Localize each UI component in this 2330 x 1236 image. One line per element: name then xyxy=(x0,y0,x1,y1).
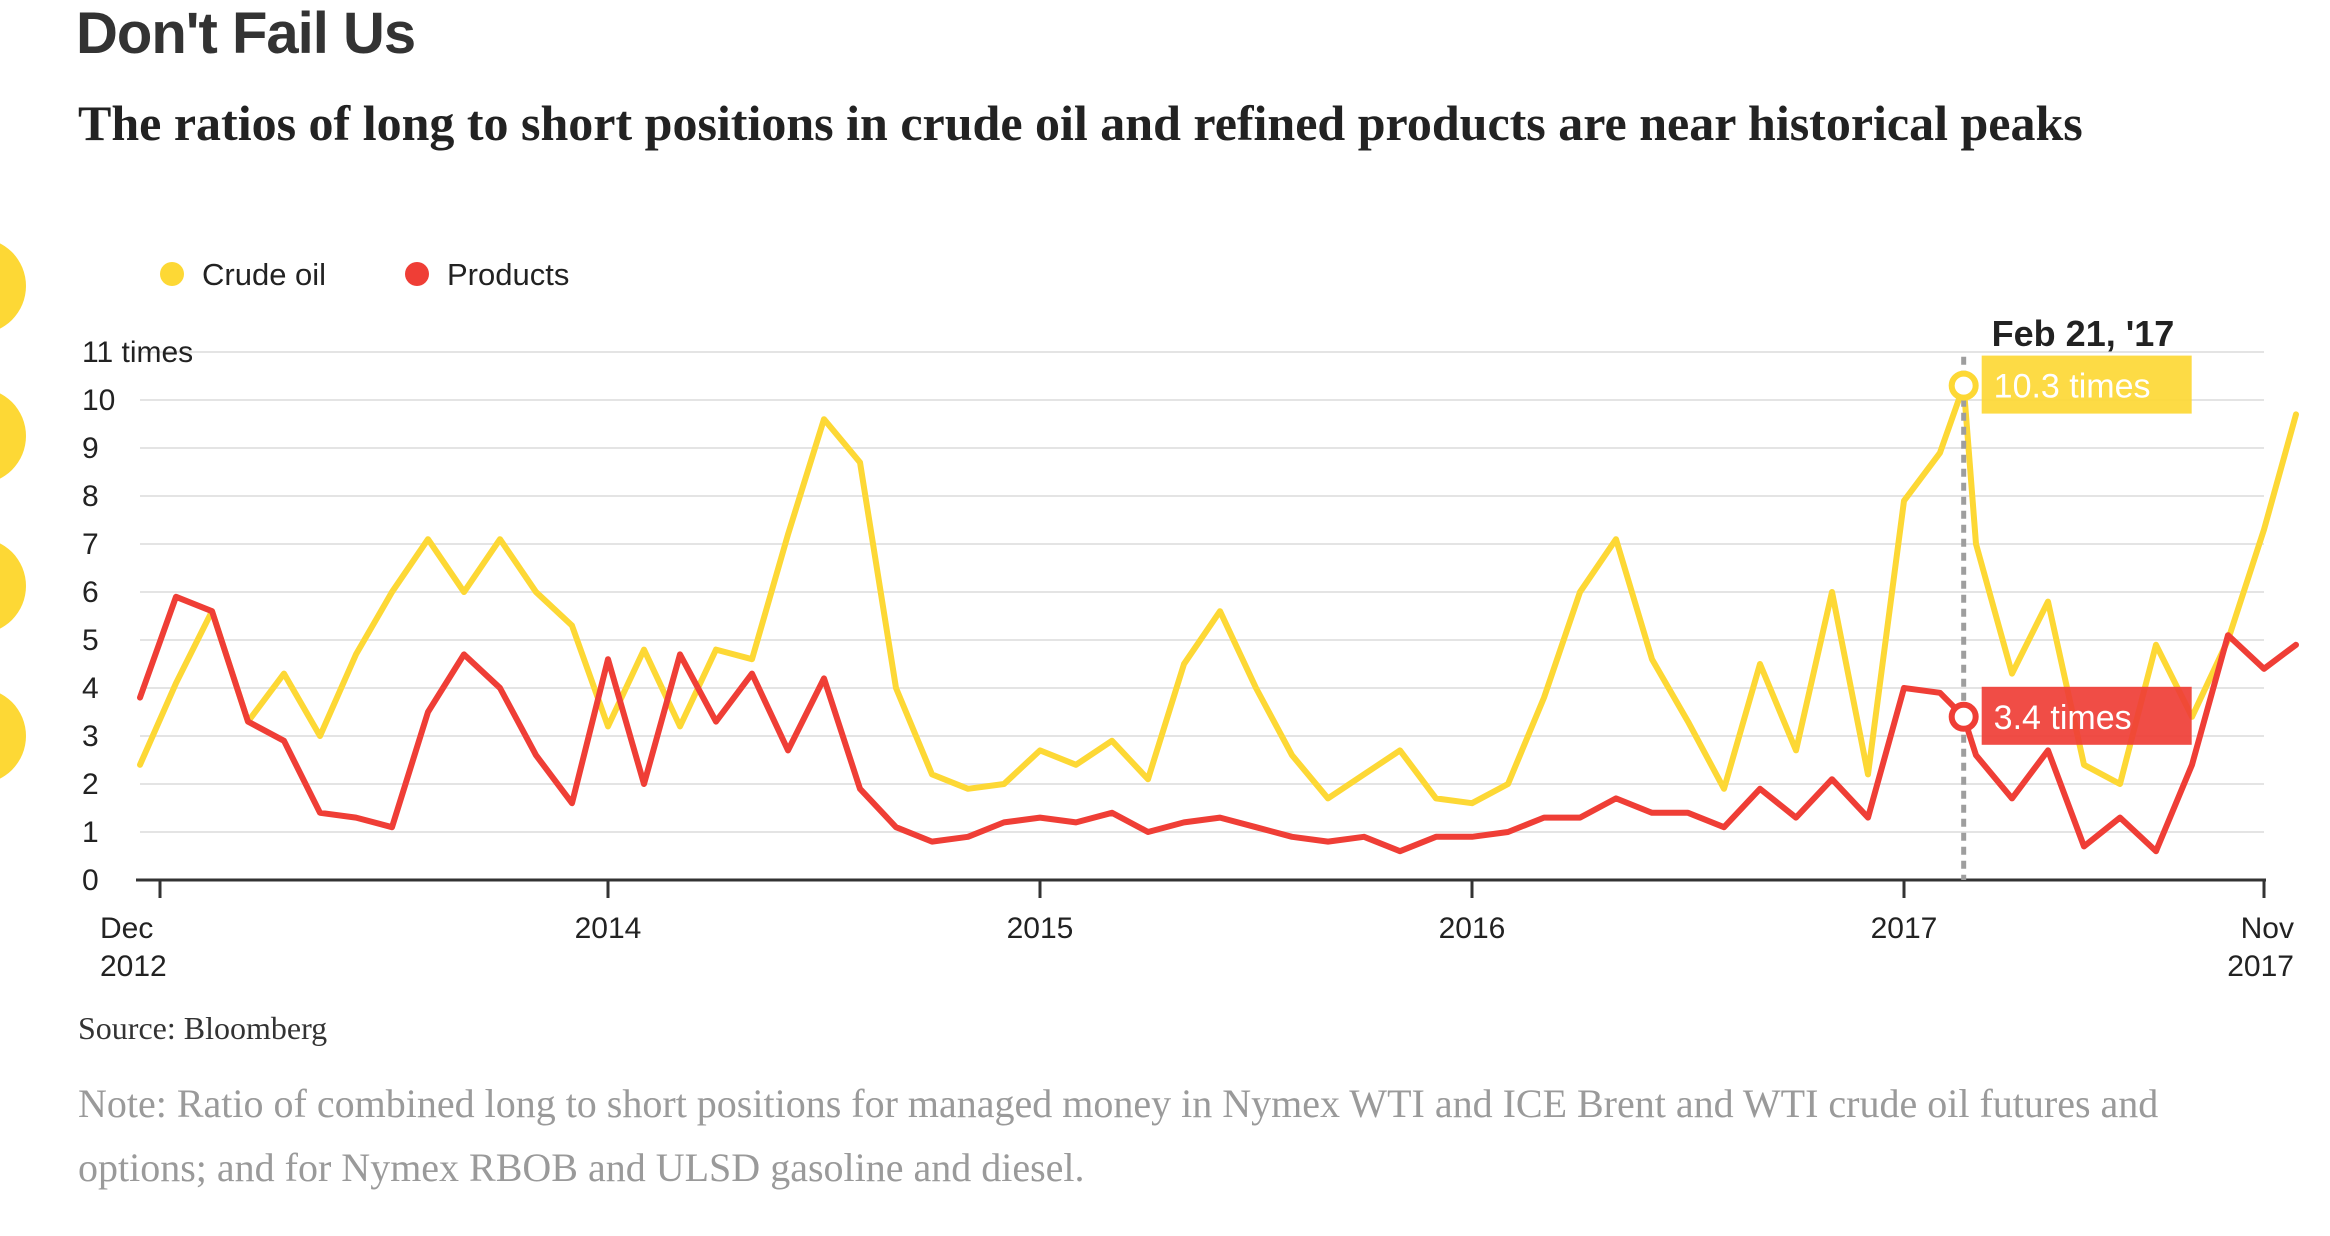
y-tick-label: 6 xyxy=(82,576,99,609)
legend: Crude oil Products xyxy=(160,257,569,292)
legend-label: Crude oil xyxy=(202,257,326,292)
x-tick-label: 2014 xyxy=(575,912,642,945)
highlight-value-badge xyxy=(1981,686,2192,745)
x-axis: Dec 2012 2014 2015 2016 2017 Nov 2017 xyxy=(100,878,2294,983)
y-tick-label: 11 times xyxy=(82,336,193,369)
footnote: Note: Ratio of combined long to short po… xyxy=(78,1081,2159,1190)
x-tick-label: 2017 xyxy=(1871,912,1938,945)
highlight-point xyxy=(1948,701,1979,732)
legend-marker xyxy=(160,262,184,286)
x-tick-label: 2016 xyxy=(1439,912,1506,945)
legend-label: Products xyxy=(447,257,569,292)
legend-marker xyxy=(405,262,429,286)
chart-subtitle: The ratios of long to short positions in… xyxy=(78,95,2083,151)
y-tick-label: 4 xyxy=(82,672,99,705)
y-tick-label: 7 xyxy=(82,528,99,561)
x-tick-label: 2017 xyxy=(2227,950,2294,983)
x-tick-label: 2012 xyxy=(100,950,167,983)
grid xyxy=(140,351,2264,833)
y-tick-label: 8 xyxy=(82,480,99,513)
highlight-point xyxy=(1948,370,1979,401)
highlight-value-badge xyxy=(1981,355,2192,414)
y-tick-label: 0 xyxy=(82,864,99,897)
series-lines xyxy=(137,382,2299,855)
y-tick-label: 1 xyxy=(82,816,99,849)
x-tick-label: Nov xyxy=(2241,912,2294,945)
y-tick-label: 10 xyxy=(82,384,115,417)
chart-title: Don't Fail Us xyxy=(76,1,416,66)
y-tick-label: 3 xyxy=(82,720,99,753)
y-tick-label: 2 xyxy=(82,768,99,801)
highlight-annotation: Feb 21, '17 10.3 times 3.4 times xyxy=(1948,313,2192,880)
highlight-date-label: Feb 21, '17 xyxy=(1992,313,2175,354)
y-tick-label: 5 xyxy=(82,624,99,657)
x-tick-label: Dec xyxy=(100,912,153,945)
x-tick-label: 2015 xyxy=(1007,912,1074,945)
y-tick-label: 9 xyxy=(82,432,99,465)
source-note: Source: Bloomberg xyxy=(78,1010,328,1046)
highlight-value-label: 10.3 times xyxy=(1994,368,2151,406)
highlight-value-label: 3.4 times xyxy=(1994,699,2132,737)
